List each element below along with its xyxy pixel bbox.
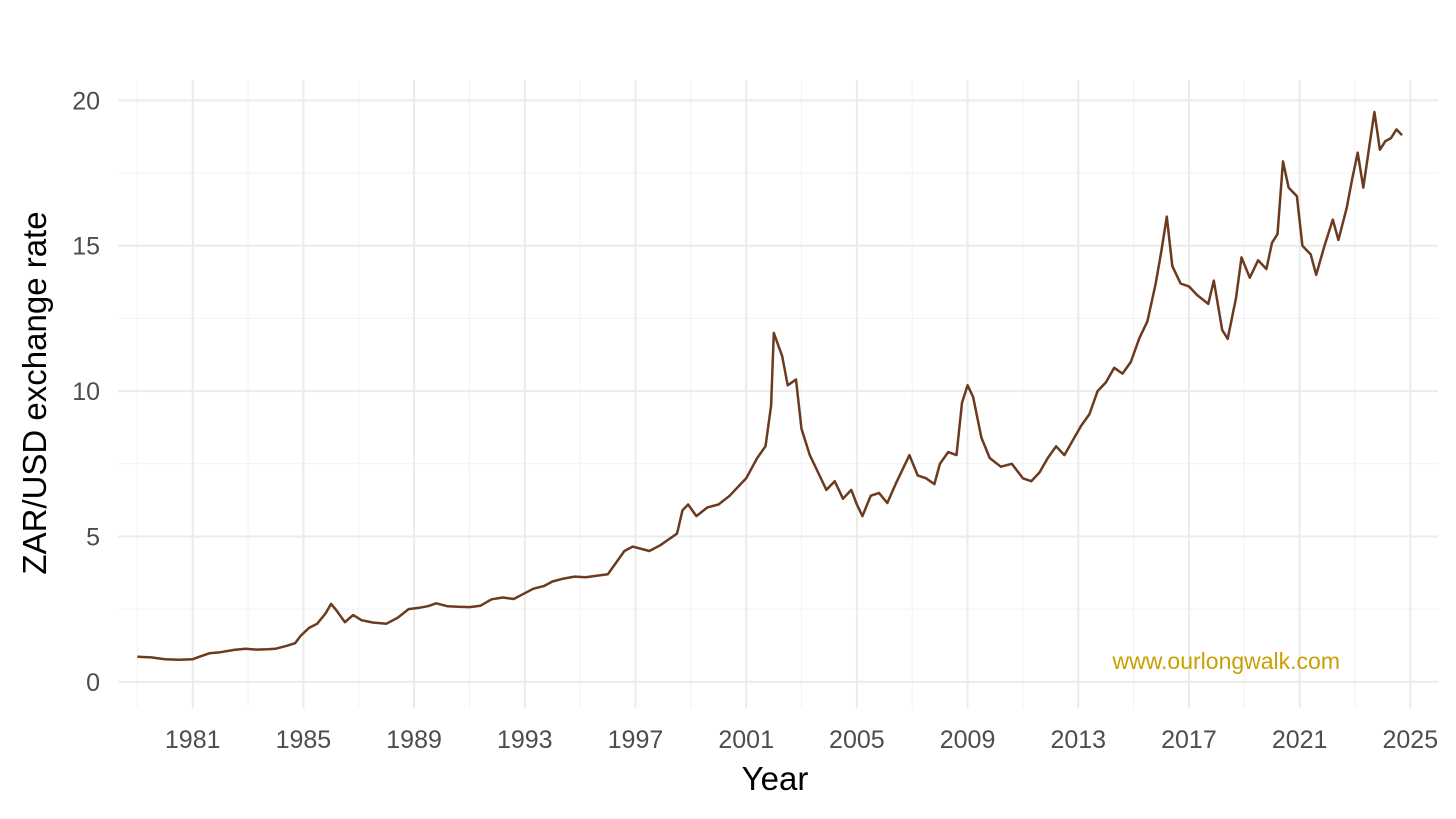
x-tick-label: 1981 <box>165 726 221 754</box>
y-tick-label: 10 <box>72 378 100 406</box>
x-tick-label: 2021 <box>1272 726 1328 754</box>
y-tick-label: 0 <box>86 669 100 697</box>
x-tick-label: 2013 <box>1050 726 1106 754</box>
x-tick-label: 1997 <box>608 726 664 754</box>
y-axis-title: ZAR/USD exchange rate <box>16 211 53 574</box>
y-tick-label: 15 <box>72 233 100 261</box>
x-tick-label: 2009 <box>940 726 996 754</box>
y-tick-labels: 0 5 10 15 20 <box>72 87 100 696</box>
series-line <box>137 110 1403 661</box>
x-tick-label: 2025 <box>1383 726 1439 754</box>
y-tick-label: 20 <box>72 87 100 115</box>
watermark-text: www.ourlongwalk.com <box>1111 648 1340 674</box>
x-tick-label: 2005 <box>829 726 885 754</box>
y-tick-label: 5 <box>86 523 100 551</box>
x-tick-label: 1985 <box>276 726 332 754</box>
x-tick-label: 2017 <box>1161 726 1217 754</box>
x-tick-label: 2001 <box>718 726 774 754</box>
x-tick-labels: 1981 1985 1989 1993 1997 2001 2005 2009 2013 2017… <box>165 726 1438 754</box>
x-axis-title: Year <box>742 760 809 797</box>
minor-grid <box>118 80 1438 708</box>
major-grid <box>118 80 1438 708</box>
x-tick-label: 1989 <box>386 726 442 754</box>
x-tick-label: 1993 <box>497 726 553 754</box>
